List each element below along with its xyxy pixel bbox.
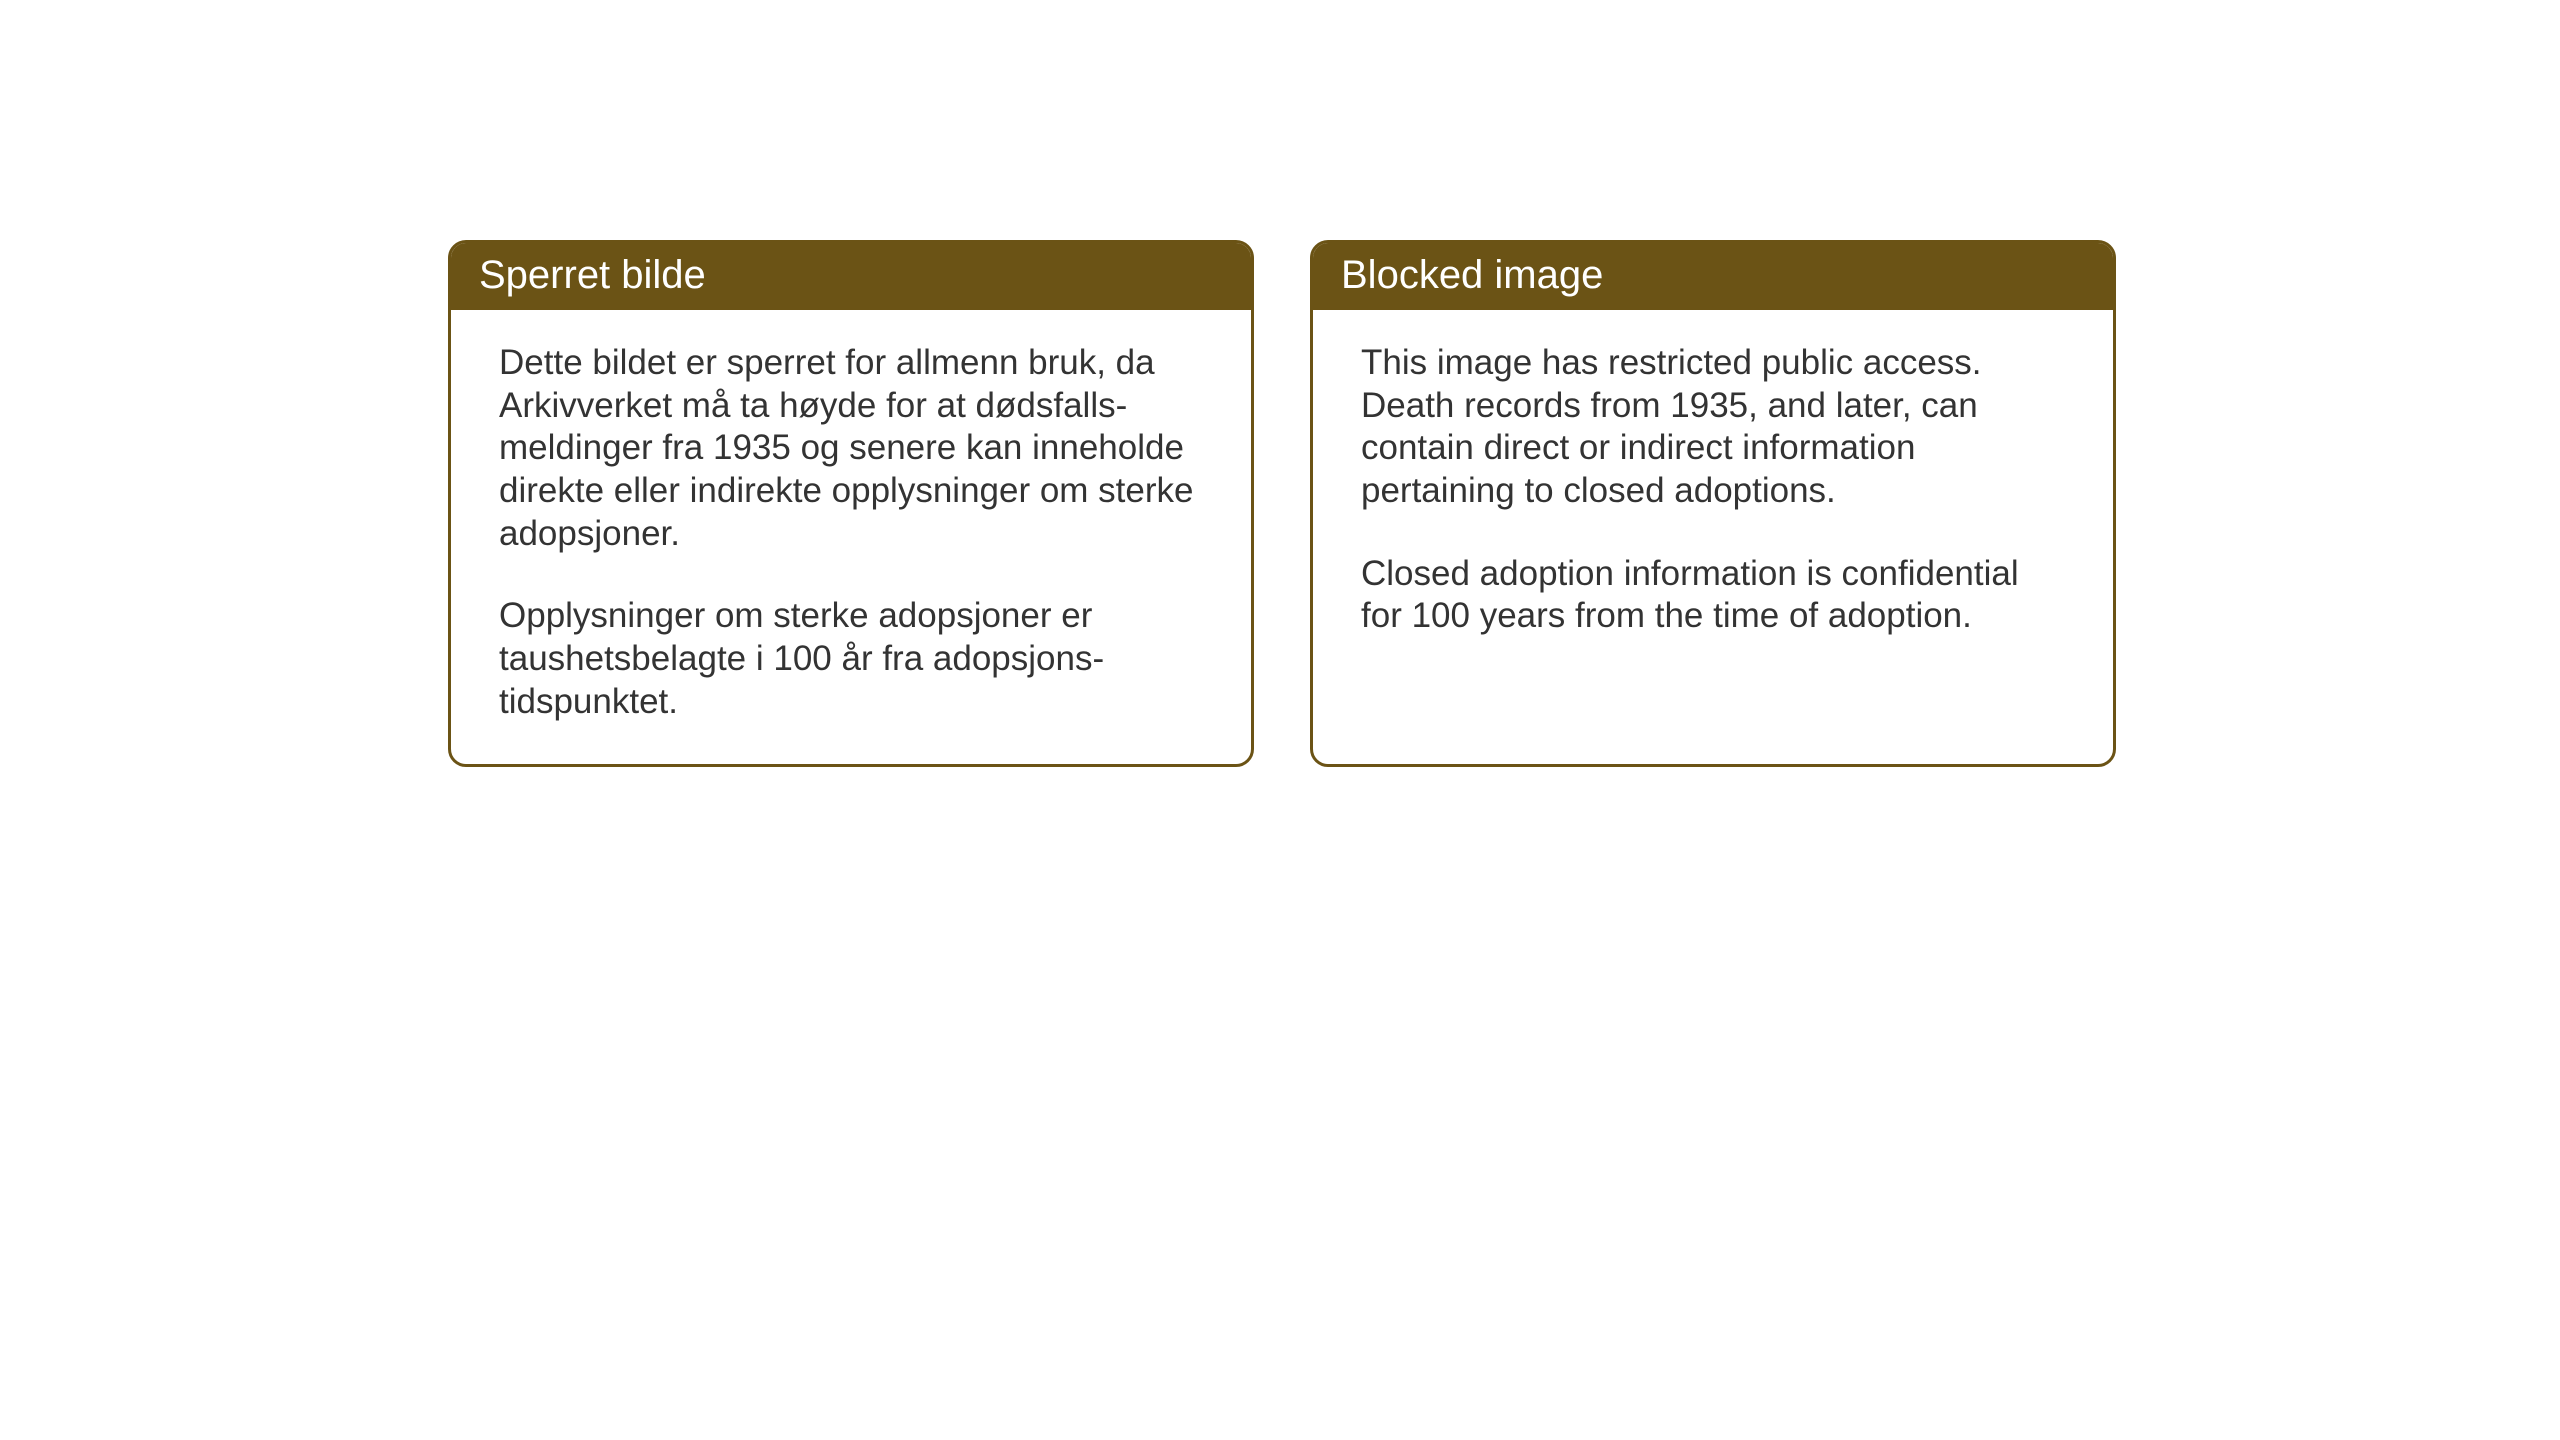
notice-title-english: Blocked image [1341,253,1603,297]
notice-paragraph-1-norwegian: Dette bildet er sperret for allmenn bruk… [499,342,1203,555]
notice-card-norwegian: Sperret bilde Dette bildet er sperret fo… [448,240,1254,767]
notice-header-norwegian: Sperret bilde [451,243,1251,310]
notice-body-norwegian: Dette bildet er sperret for allmenn bruk… [451,310,1251,764]
notice-container: Sperret bilde Dette bildet er sperret fo… [448,240,2116,767]
notice-paragraph-2-english: Closed adoption information is confident… [1361,553,2065,638]
notice-paragraph-1-english: This image has restricted public access.… [1361,342,2065,513]
notice-body-english: This image has restricted public access.… [1313,310,2113,678]
notice-header-english: Blocked image [1313,243,2113,310]
notice-paragraph-2-norwegian: Opplysninger om sterke adopsjoner er tau… [499,595,1203,723]
notice-title-norwegian: Sperret bilde [479,253,706,297]
notice-card-english: Blocked image This image has restricted … [1310,240,2116,767]
